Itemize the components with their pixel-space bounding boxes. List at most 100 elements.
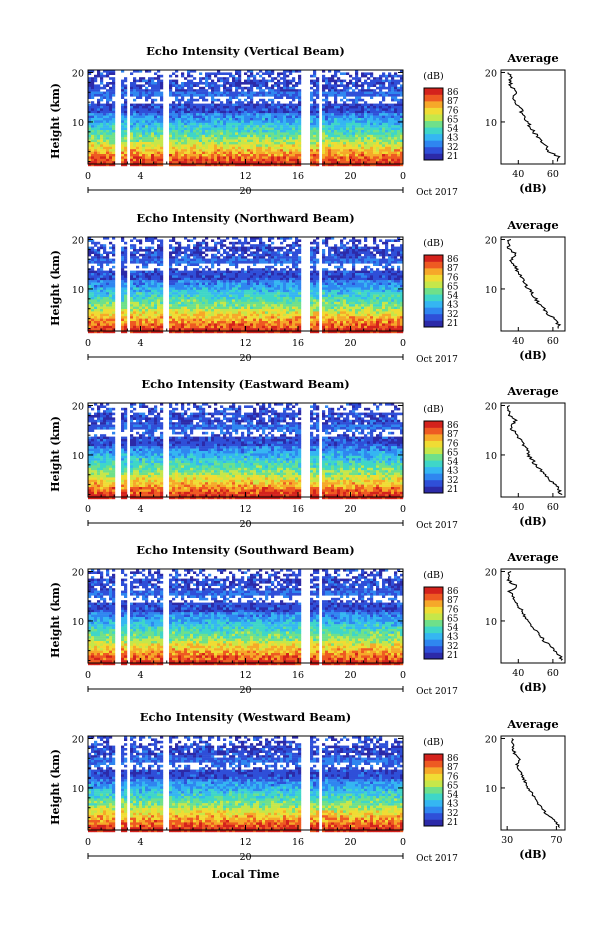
colorbar-tick-label: 54 (447, 624, 459, 634)
x-tick-label: 0 (400, 504, 406, 515)
colorbar-tick-label: 21 (447, 485, 458, 495)
x-tick-label: 20 (344, 670, 356, 681)
average-y-tick-label: 20 (485, 567, 497, 578)
colorbar (424, 88, 443, 161)
x-tick-label: 16 (292, 171, 304, 182)
average-y-tick-label: 10 (485, 451, 497, 462)
average-title: Average (506, 384, 558, 398)
average-x-tick-label: 70 (550, 835, 562, 846)
colorbar-tick-label: 65 (447, 115, 459, 125)
x-tick-label: 12 (239, 504, 251, 515)
colorbar-frame (423, 254, 444, 328)
heatmap-cells (88, 70, 404, 167)
colorbar-tick-label: 76 (447, 273, 459, 283)
average-y-tick-label: 10 (485, 617, 497, 628)
colorbar-label: (dB) (423, 570, 443, 581)
average-y-tick-label: 10 (485, 784, 497, 795)
colorbar-tick-label: 21 (447, 818, 458, 828)
y-tick-label: 10 (72, 451, 84, 462)
y-axis-label: Height (km) (49, 250, 62, 326)
colorbar-frame (423, 753, 444, 827)
average-frame (500, 69, 566, 165)
x-tick-label: 0 (400, 837, 406, 848)
date-label: Oct 2017 (416, 355, 458, 365)
x-tick-label: 12 (239, 670, 251, 681)
average-title: Average (506, 218, 558, 232)
colorbar-tick-label: 32 (447, 809, 458, 819)
average-title: Average (506, 717, 558, 731)
average-x-tick-label: 40 (512, 336, 524, 347)
colorbar-tick-label: 65 (447, 282, 459, 292)
colorbar-frame (423, 586, 444, 660)
y-tick-label: 20 (72, 235, 84, 246)
colorbar-tick-label: 86 (447, 587, 459, 597)
colorbar-tick-label: 43 (447, 134, 459, 144)
average-x-tick-label: 40 (512, 502, 524, 513)
x-tick-label: 0 (85, 338, 91, 349)
x-tick-label: 0 (85, 171, 91, 182)
average-x-tick-label: 30 (501, 835, 513, 846)
y-tick-label: 20 (72, 401, 84, 412)
panel-title: Echo Intensity (Southward Beam) (136, 543, 354, 557)
x-tick-label: 4 (137, 837, 143, 848)
average-y-tick-label: 20 (485, 235, 497, 246)
colorbar-tick-label: 86 (447, 421, 459, 431)
average-frame (500, 402, 566, 498)
heatmap-cells (88, 736, 404, 833)
x-tick-label: 20 (344, 837, 356, 848)
average-y-tick-label: 20 (485, 401, 497, 412)
colorbar-tick-label: 76 (447, 605, 459, 615)
x-tick-label: 16 (292, 837, 304, 848)
average-profile-line (511, 738, 560, 828)
colorbar-tick-label: 87 (447, 97, 459, 107)
x-tick-label: 20 (344, 171, 356, 182)
average-y-tick-label: 20 (485, 734, 497, 745)
colorbar-tick-label: 32 (447, 143, 458, 153)
colorbar (424, 421, 443, 494)
y-tick-label: 10 (72, 617, 84, 628)
colorbar-tick-label: 87 (447, 596, 459, 606)
average-profile-line (507, 72, 561, 162)
colorbar-tick-label: 65 (447, 614, 459, 624)
average-x-label: (dB) (519, 182, 546, 195)
colorbar-tick-label: 65 (447, 448, 459, 458)
average-x-tick-label: 60 (547, 502, 559, 513)
colorbar-tick-label: 65 (447, 781, 459, 791)
x-tick-label: 12 (239, 171, 251, 182)
average-title: Average (506, 550, 558, 564)
y-tick-label: 10 (72, 784, 84, 795)
x-tick-label: 4 (137, 338, 143, 349)
date-tick-label: 20 (239, 685, 251, 696)
average-x-tick-label: 60 (547, 668, 559, 679)
average-x-label: (dB) (519, 515, 546, 528)
y-tick-label: 20 (72, 68, 84, 79)
y-axis-label: Height (km) (49, 749, 62, 825)
x-tick-label: 0 (400, 171, 406, 182)
y-tick-label: 10 (72, 285, 84, 296)
colorbar-tick-label: 54 (447, 791, 459, 801)
date-label: Oct 2017 (416, 521, 458, 531)
colorbar-tick-label: 21 (447, 319, 458, 329)
colorbar-tick-label: 43 (447, 467, 459, 477)
x-tick-label: 16 (292, 338, 304, 349)
heatmap-cells (88, 569, 404, 666)
average-profile-line (506, 570, 563, 661)
average-profile-line (506, 238, 562, 329)
x-tick-label: 16 (292, 670, 304, 681)
x-tick-label: 16 (292, 504, 304, 515)
colorbar-tick-label: 87 (447, 264, 459, 274)
colorbar-tick-label: 76 (447, 439, 459, 449)
colorbar-tick-label: 86 (447, 88, 459, 98)
x-tick-label: 20 (344, 504, 356, 515)
average-x-tick-label: 40 (512, 169, 524, 180)
colorbar-tick-label: 86 (447, 754, 459, 764)
average-y-tick-label: 20 (485, 68, 497, 79)
date-tick-label: 20 (239, 353, 251, 364)
colorbar-tick-label: 32 (447, 476, 458, 486)
average-y-tick-label: 10 (485, 118, 497, 129)
colorbar-tick-label: 86 (447, 255, 459, 265)
average-x-tick-label: 40 (512, 668, 524, 679)
average-x-label: (dB) (519, 848, 546, 861)
panel-title: Echo Intensity (Vertical Beam) (146, 44, 345, 58)
